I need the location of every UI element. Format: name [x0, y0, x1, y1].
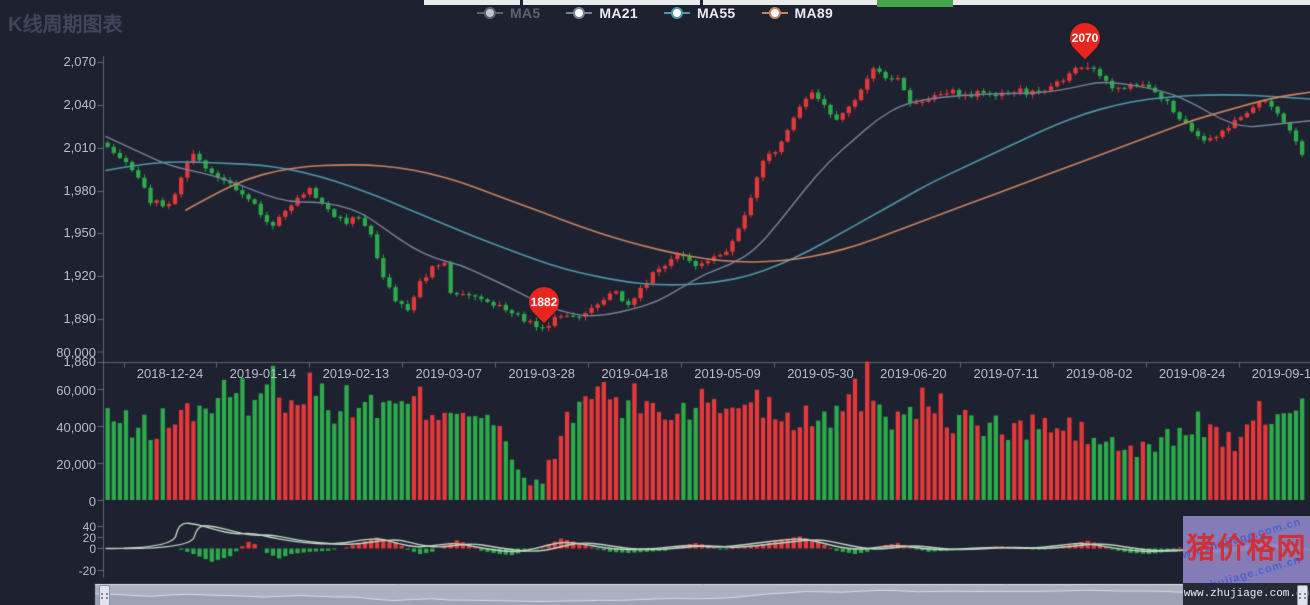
macd-axis-label: 40	[82, 519, 96, 534]
marker-min-label: 1882	[530, 295, 558, 309]
ma21-dot-icon	[573, 7, 586, 19]
datazoom-track[interactable]	[95, 584, 1310, 605]
ma55-line-swatch	[663, 7, 690, 19]
date-axis-label: 2019-08-24	[1158, 366, 1226, 381]
date-axis-label: 2019-09-14	[1251, 366, 1310, 381]
volume-axis-label: 20,000	[56, 456, 96, 472]
datazoom-left-handle[interactable]	[99, 585, 110, 605]
browser-edge-separator	[520, 0, 523, 5]
ma5-dot-icon	[483, 7, 496, 19]
marker-min-pin: 1882	[522, 280, 566, 324]
price-axis-label: 1,860	[63, 354, 96, 369]
volume-axis-label: 40,000	[56, 419, 96, 435]
browser-edge-strip	[424, 0, 1310, 5]
chart-legend: MA5 MA21 MA55 MA89	[476, 5, 834, 21]
legend-label: MA89	[794, 5, 834, 21]
volume-axis-label: 0	[88, 493, 96, 509]
ma21-line-swatch	[566, 7, 593, 19]
ma89-line-swatch	[761, 7, 788, 19]
date-axis-label: 2019-06-20	[880, 366, 947, 381]
date-axis-label: 2019-07-11	[973, 366, 1040, 381]
datazoom-right-handle[interactable]	[1297, 585, 1308, 605]
price-axis-label: 1,980	[63, 182, 96, 198]
browser-edge-separator	[700, 0, 703, 5]
price-axis-label: 2,070	[63, 54, 96, 69]
legend-label: MA5	[509, 5, 541, 21]
date-axis-label: 2019-03-07	[415, 366, 483, 381]
volume-axis-label: 80,000	[56, 345, 96, 360]
legend-label: MA55	[696, 5, 736, 21]
marker-max-pin: 2070	[1063, 16, 1107, 60]
date-axis-label: 2019-04-18	[601, 366, 668, 381]
ma89-dot-icon	[768, 7, 781, 19]
date-axis-label: 2019-08-02	[1065, 366, 1133, 381]
date-axis-label: 2019-01-14	[229, 366, 297, 381]
volume-axis-label: 60,000	[56, 382, 96, 398]
macd-axis-label: 0	[89, 541, 96, 556]
price-axis-label: 1,890	[63, 311, 96, 327]
date-axis-label: 2019-05-30	[787, 366, 854, 381]
macd-axis-label: -20	[78, 563, 96, 578]
legend-item-ma5[interactable]: MA5	[476, 5, 541, 21]
date-axis-label: 2019-02-13	[322, 366, 390, 381]
page-title: K线周期图表	[8, 14, 123, 36]
date-axis-label: 2019-03-28	[508, 366, 575, 381]
macd-axis-label: 20	[82, 530, 96, 545]
browser-edge-accent	[877, 0, 953, 7]
legend-item-ma55[interactable]: MA55	[663, 5, 736, 21]
watermark-url-bar: www.zhujiage.com.cn	[1183, 583, 1310, 605]
price-axis-label: 2,040	[63, 96, 96, 112]
watermark-url-text: www.zhujiage.com.cn	[1183, 588, 1310, 600]
date-axis-label: 2018-12-24	[136, 366, 204, 381]
ma55-dot-icon	[670, 7, 683, 19]
ma5-line-swatch	[476, 7, 503, 19]
watermark-site-name: 猪价格网	[1186, 533, 1307, 565]
price-axis-label: 1,950	[63, 225, 96, 241]
price-axis-label: 2,010	[63, 139, 96, 155]
price-axis-label: 1,920	[63, 268, 96, 284]
marker-max-label: 2070	[1071, 31, 1099, 45]
legend-label: MA21	[599, 5, 638, 21]
watermark-overlay: www.zhujiage.com.cn 猪价格网 www.zhujiage.co…	[1183, 516, 1310, 583]
date-axis-label: 2019-05-09	[694, 366, 761, 381]
legend-item-ma21[interactable]: MA21	[566, 5, 638, 21]
legend-item-ma89[interactable]: MA89	[761, 5, 834, 21]
